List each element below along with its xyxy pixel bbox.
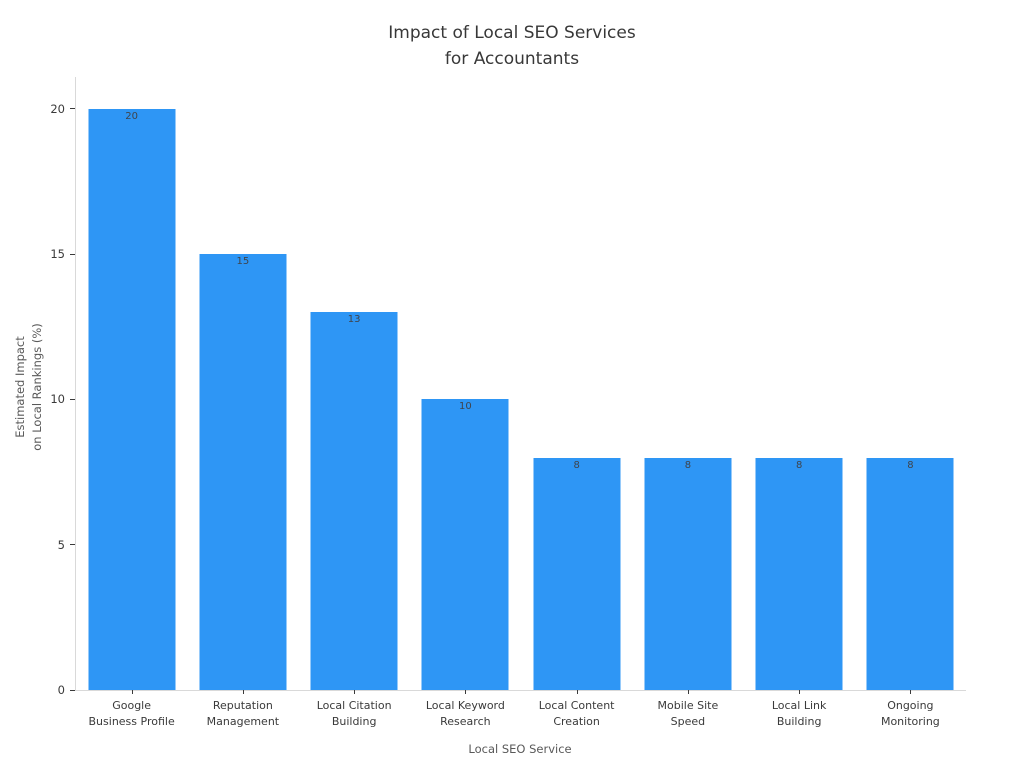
y-tick-label: 20	[50, 101, 65, 116]
y-tick-mark	[70, 108, 75, 110]
bar-slot: 15 Reputation Management	[187, 77, 298, 728]
bar-slot: 13 Local Citation Building	[299, 77, 410, 728]
bar-value-label: 8	[795, 459, 803, 471]
y-tick-mark	[70, 253, 75, 255]
y-tick-mark	[70, 544, 75, 546]
x-tick-label: Reputation Management	[206, 699, 280, 728]
x-tick-label: Local Content Creation	[538, 699, 615, 728]
x-tick-mark	[465, 690, 467, 694]
x-tick-mark	[799, 690, 801, 694]
bar-slot: 8 Local Link Building	[744, 77, 855, 728]
x-tick-mark	[354, 690, 356, 694]
y-tick-mark	[70, 398, 75, 400]
bar-slot: 8 Mobile Site Speed	[632, 77, 743, 728]
x-tick-mark	[687, 690, 689, 694]
bar: 10	[421, 399, 509, 690]
bar: 8	[755, 457, 843, 690]
bar: 20	[88, 108, 176, 690]
x-tick-label: Google Business Profile	[88, 699, 175, 728]
x-tick-label: Ongoing Monitoring	[880, 699, 940, 728]
bar-value-label: 15	[236, 256, 250, 268]
bar-slot: 20 Google Business Profile	[76, 77, 187, 728]
bar-slot: 8 Local Content Creation	[521, 77, 632, 728]
bar-value-label: 8	[573, 459, 580, 471]
bar-slot: 10 Local Keyword Research	[410, 77, 521, 728]
bar: 8	[866, 457, 954, 690]
y-axis-title: Estimated Impact on Local Rankings (%)	[13, 323, 44, 451]
x-tick-mark	[576, 690, 578, 694]
y-tick-mark	[70, 689, 75, 691]
y-tick-label: 10	[50, 392, 65, 407]
y-tick-label: 0	[57, 683, 65, 697]
x-tick-label: Local Link Building	[771, 699, 827, 728]
plot-area: 0 5 10 15 20 20 Google Business Profile 15 Reput…	[50, 77, 966, 728]
x-tick-label: Local Keyword Research	[425, 699, 505, 728]
x-tick-mark	[242, 690, 244, 694]
x-tick-label: Local Citation Building	[316, 699, 392, 728]
x-tick-label: Mobile Site Speed	[657, 699, 719, 728]
x-tick-mark	[910, 690, 912, 694]
bar: 15	[199, 254, 287, 690]
bar-value-label: 8	[907, 459, 914, 471]
y-tick-label: 5	[57, 537, 65, 552]
bar: 8	[644, 457, 732, 690]
bar: 8	[533, 457, 621, 690]
bar-value-label: 20	[125, 110, 138, 122]
bar-value-label: 13	[347, 314, 361, 326]
bar-slot: 8 Ongoing Monitoring	[855, 77, 966, 728]
x-tick-mark	[131, 690, 133, 694]
bar-value-label: 10	[459, 401, 472, 413]
y-tick-label: 15	[50, 247, 65, 262]
chart-title: Impact of Local SEO Services for Account…	[388, 23, 636, 69]
bar-value-label: 8	[684, 459, 692, 471]
bar: 13	[310, 312, 398, 690]
x-axis-title: Local SEO Service	[468, 742, 572, 756]
